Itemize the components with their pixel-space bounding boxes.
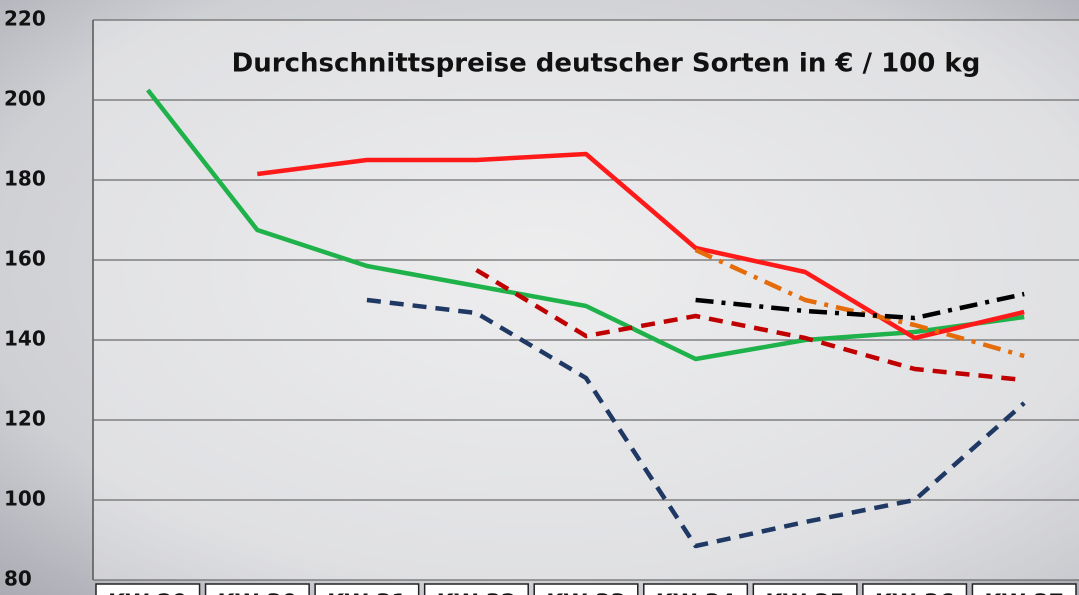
y-tick-label: 220 — [4, 7, 46, 31]
series-line — [257, 151, 1025, 341]
y-tick-label: 120 — [4, 407, 46, 431]
x-tick-label: KW 33 — [546, 591, 626, 595]
y-tick-label: 180 — [4, 167, 46, 191]
x-label-box — [752, 583, 858, 595]
y-tick-label: 160 — [4, 247, 46, 271]
x-tick-label: KW 30 — [218, 591, 298, 595]
chart-title: Durchschnittspreise deutscher Sorten in … — [232, 49, 981, 79]
y-tick-label: 200 — [4, 87, 46, 111]
y-tick-label: 100 — [4, 487, 46, 511]
x-tick-label: KW 31 — [327, 591, 407, 595]
x-label-box — [314, 583, 420, 595]
x-tick-label: KW 29 — [108, 591, 188, 595]
series-line — [695, 291, 1025, 321]
y-tick-label: 80 — [4, 567, 32, 591]
x-tick-label: KW 35 — [765, 591, 845, 595]
x-tick-label: KW 36 — [875, 591, 955, 595]
x-label-box — [204, 583, 310, 595]
y-tick-label: 140 — [4, 327, 46, 351]
plot-area — [93, 20, 1079, 580]
x-tick-label: KW 32 — [437, 591, 517, 595]
x-label-box — [95, 583, 201, 595]
x-label-box — [971, 583, 1077, 595]
x-tick-label: KW 37 — [984, 591, 1064, 595]
series-line — [146, 88, 1025, 362]
series-line — [366, 297, 1026, 549]
x-label-box — [862, 583, 968, 595]
x-label-box — [643, 583, 749, 595]
x-label-box — [423, 583, 529, 595]
x-tick-label: KW 34 — [656, 591, 736, 595]
series-line — [475, 268, 1025, 383]
x-label-box — [533, 583, 639, 595]
